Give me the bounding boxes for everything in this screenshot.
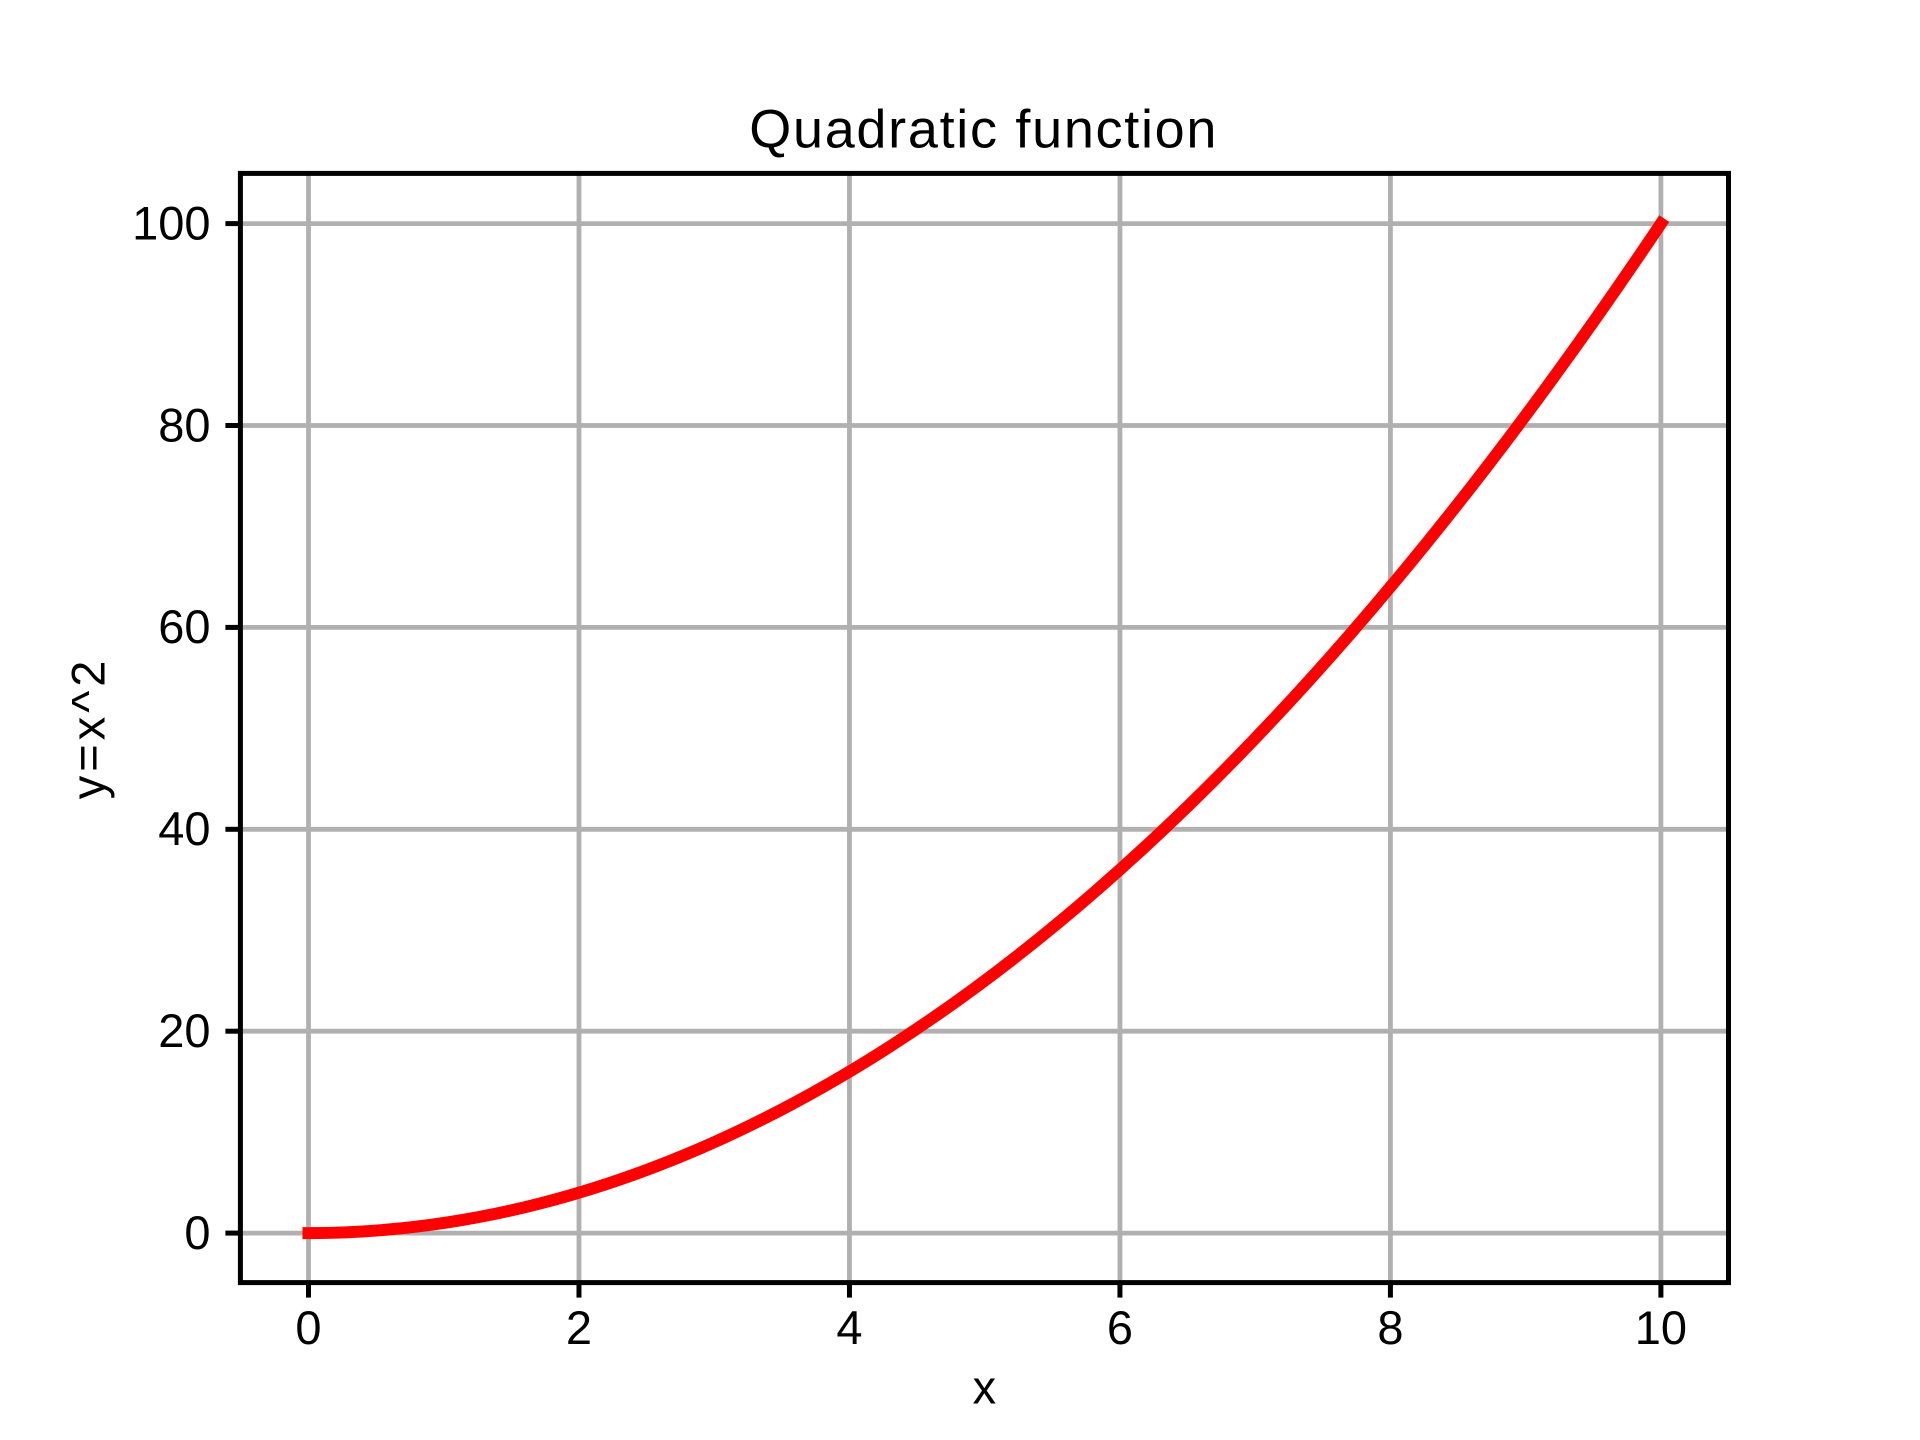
svg-text:80: 80 <box>158 398 210 451</box>
svg-text:20: 20 <box>158 1004 210 1057</box>
svg-text:6: 6 <box>1107 1301 1133 1354</box>
svg-text:8: 8 <box>1377 1301 1403 1354</box>
svg-text:0: 0 <box>295 1301 321 1354</box>
svg-text:60: 60 <box>158 600 210 653</box>
svg-text:4: 4 <box>836 1301 862 1354</box>
svg-text:40: 40 <box>158 802 210 855</box>
svg-text:10: 10 <box>1635 1301 1687 1354</box>
svg-text:0: 0 <box>184 1206 210 1259</box>
svg-text:2: 2 <box>566 1301 592 1354</box>
svg-text:x: x <box>973 1361 997 1414</box>
svg-text:y=x^2: y=x^2 <box>62 657 115 800</box>
svg-text:100: 100 <box>132 196 210 249</box>
svg-text:Quadratic function: Quadratic function <box>749 100 1218 160</box>
